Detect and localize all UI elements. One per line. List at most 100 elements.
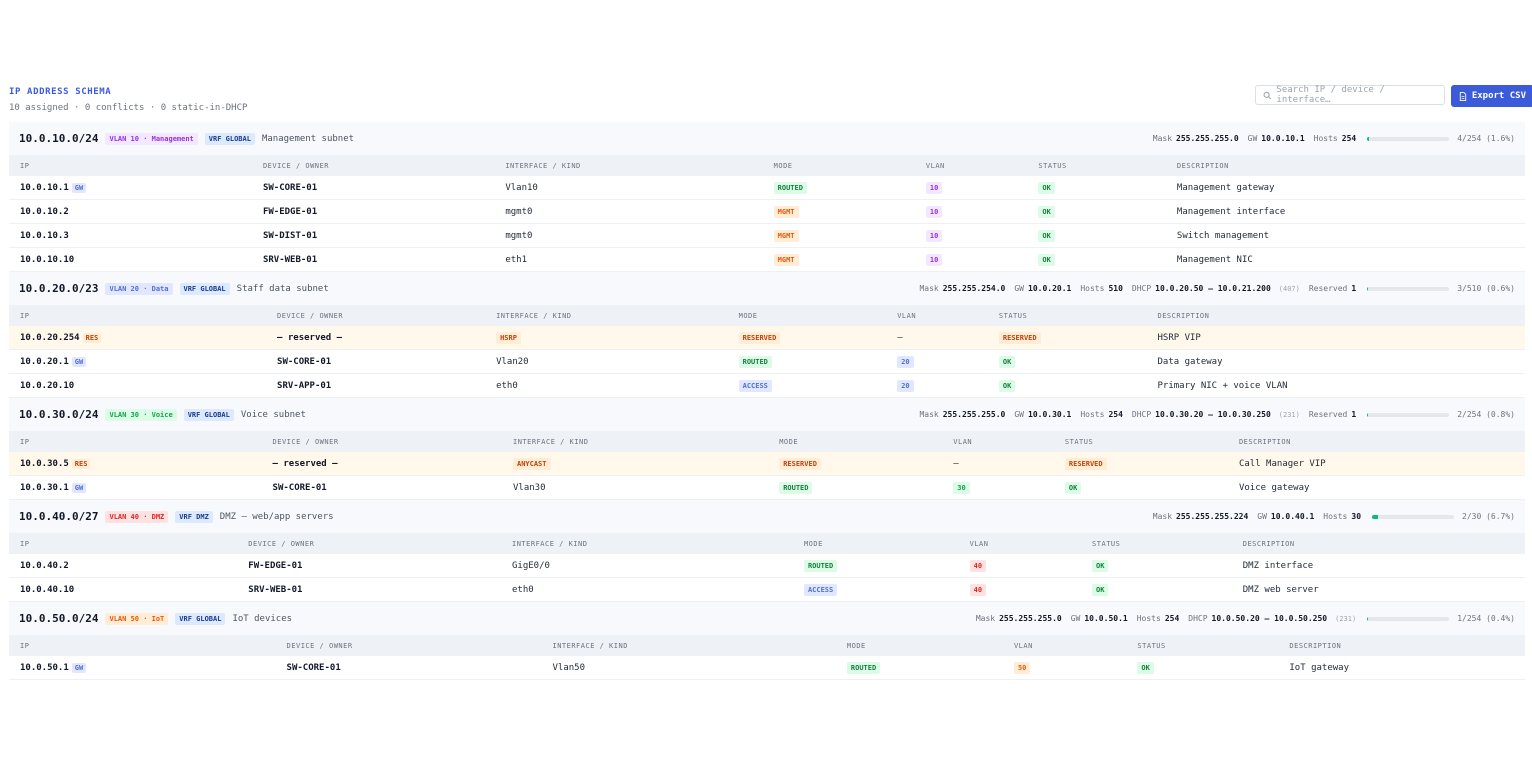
- mode-cell: ACCESS: [792, 577, 959, 602]
- dhcp-pool-size: (231): [1335, 614, 1357, 623]
- gateway-tag: GW: [71, 482, 87, 493]
- table-row[interactable]: 10.0.30.5 RES — reserved — ANYCAST RESERVED —…: [9, 452, 1525, 476]
- interface-cell: Vlan30: [501, 475, 769, 500]
- device-name: SW-CORE-01: [262, 182, 318, 193]
- vlan-cell: 50: [1002, 656, 1127, 680]
- table-row[interactable]: 10.0.40.2 FW-EDGE-01 GigE0/0 ROUTED 40 OK DMZ …: [9, 554, 1525, 578]
- vlan-badge: 20: [897, 379, 914, 392]
- page-title: IP ADDRESS SCHEMA: [9, 87, 112, 97]
- column-header: IP: [9, 533, 238, 554]
- column-header: VLAN: [1002, 635, 1127, 656]
- table-row[interactable]: 10.0.10.10 SRV-WEB-01 eth1 MGMT 10 OK Manageme…: [9, 247, 1525, 272]
- device-cell: SW-DIST-01: [251, 223, 495, 248]
- mask-label: Mask: [975, 614, 996, 623]
- table-row[interactable]: 10.0.10.3 SW-DIST-01 mgmt0 MGMT 10 OK Switch m…: [9, 223, 1525, 248]
- subnet-section: 10.0.40.0/27 VLAN 40 · DMZ VRF DMZ DMZ — we…: [9, 500, 1525, 602]
- device-cell: SW-CORE-01: [266, 349, 486, 374]
- subnet-header-left: 10.0.40.0/27 VLAN 40 · DMZ VRF DMZ DMZ — we…: [19, 510, 334, 523]
- vlan-cell: 10: [914, 176, 1028, 200]
- device-name: SW-CORE-01: [286, 662, 341, 673]
- device-cell: — reserved —: [261, 452, 502, 476]
- column-header: DESCRIPTION: [1278, 635, 1525, 656]
- ip-cell: 10.0.30.1 GW: [9, 475, 262, 500]
- status-badge: RESERVED: [1064, 457, 1107, 470]
- vlan-badge: 10: [925, 229, 943, 242]
- dhcp-pool-size: (231): [1278, 410, 1300, 419]
- subnet-meta: Mask 255.255.254.0 GW 10.0.20.1 Hosts 510 DHCP…: [919, 284, 1515, 293]
- column-header: INTERFACE / KIND: [541, 635, 836, 656]
- table-row[interactable]: 10.0.40.10 SRV-WEB-01 eth0 ACCESS 40 OK DMZ we…: [9, 577, 1525, 602]
- description-cell: DMZ interface: [1231, 554, 1525, 578]
- subnet-cidr: 10.0.50.0/24: [19, 612, 99, 625]
- column-header: VLAN: [958, 533, 1082, 554]
- usage-text: 2/30 (6.7%): [1462, 512, 1515, 521]
- hosts-value: 254: [1164, 614, 1180, 623]
- table-row[interactable]: 10.0.30.1 GW SW-CORE-01 Vlan30 ROUTED 30 OK Voi…: [9, 475, 1525, 500]
- status-badge: OK: [1092, 583, 1109, 596]
- reserved-value: 1: [1351, 410, 1357, 419]
- interface-cell: eth0: [485, 373, 728, 398]
- mask-value: 255.255.255.0: [1176, 134, 1239, 143]
- interface-cell: Vlan10: [494, 176, 763, 200]
- ip-schema-panel: IP ADDRESS SCHEMA 10 assigned · 0 confli…: [9, 85, 1532, 680]
- export-csv-button[interactable]: Export CSV: [1450, 85, 1532, 107]
- table-row[interactable]: 10.0.20.1 GW SW-CORE-01 Vlan20 ROUTED 20 OK Dat…: [9, 349, 1525, 374]
- gateway-value: 10.0.10.1: [1261, 134, 1305, 143]
- gateway-value: 10.0.20.1: [1028, 284, 1072, 293]
- vlan-cell: 10: [914, 223, 1028, 248]
- vrf-chip: VRF DMZ: [175, 510, 213, 523]
- vlan-cell: 40: [958, 577, 1082, 602]
- column-header: MODE: [835, 635, 1003, 656]
- mask-value: 255.255.255.224: [1176, 512, 1249, 521]
- search-input[interactable]: Search IP / device / interface…: [1254, 85, 1445, 105]
- status-cell: OK: [1027, 223, 1166, 248]
- column-header: IP: [9, 635, 276, 656]
- interface-name: GigE0/0: [512, 560, 550, 571]
- column-header: DEVICE / OWNER: [275, 635, 542, 656]
- usage-text: 1/254 (0.4%): [1457, 614, 1515, 623]
- column-header: DESCRIPTION: [1165, 155, 1525, 176]
- description-cell: IoT gateway: [1278, 656, 1525, 680]
- vlan-chip: VLAN 50 · IoT: [105, 612, 169, 625]
- vrf-chip: VRF GLOBAL: [179, 282, 230, 295]
- subnet-cidr: 10.0.20.0/23: [19, 282, 99, 295]
- device-cell: SRV-WEB-01: [251, 247, 495, 272]
- mode-badge: RESERVED: [738, 331, 781, 344]
- usage-bar: [1372, 514, 1455, 519]
- column-header: INTERFACE / KIND: [485, 305, 728, 326]
- vlan-badge: 10: [925, 205, 943, 218]
- table-row[interactable]: 10.0.10.1 GW SW-CORE-01 Vlan10 ROUTED 10 OK Man…: [9, 176, 1525, 200]
- mode-cell: RESERVED: [727, 326, 887, 350]
- gateway-tag: GW: [71, 182, 87, 193]
- column-header: VLAN: [886, 305, 988, 326]
- reserved-value: 1: [1351, 284, 1357, 293]
- column-header: DEVICE / OWNER: [261, 431, 502, 452]
- table-row[interactable]: 10.0.20.254 RES — reserved — HSRP RESERVED — R…: [9, 326, 1525, 350]
- device-cell: SW-CORE-01: [275, 656, 542, 680]
- table-row[interactable]: 10.0.50.1 GW SW-CORE-01 Vlan50 ROUTED 50 OK IoT…: [9, 656, 1525, 680]
- subnet-list: 10.0.10.0/24 VLAN 10 · Management VRF GLOB…: [9, 122, 1525, 680]
- subnet-header: 10.0.20.0/23 VLAN 20 · Data VRF GLOBAL Staf…: [9, 272, 1525, 305]
- ip-table: IP DEVICE / OWNER INTERFACE / KIND MODE VLAN…: [9, 305, 1525, 398]
- interface-cell: eth0: [501, 577, 793, 602]
- mode-cell: MGMT: [762, 199, 915, 224]
- status-cell: RESERVED: [1053, 452, 1228, 476]
- device-name: FW-EDGE-01: [262, 206, 318, 217]
- dhcp-range: 10.0.20.50 – 10.0.21.200: [1155, 284, 1271, 293]
- column-header: STATUS: [1081, 533, 1232, 554]
- mask-value: 255.255.255.0: [999, 614, 1062, 623]
- mode-cell: MGMT: [762, 247, 915, 272]
- ip-address: 10.0.20.254: [20, 332, 80, 343]
- table-row[interactable]: 10.0.20.10 SRV-APP-01 eth0 ACCESS 20 OK Primar…: [9, 373, 1525, 398]
- device-name: SRV-WEB-01: [262, 254, 318, 265]
- subnet-description: IoT devices: [232, 613, 293, 624]
- status-cell: OK: [1027, 247, 1166, 272]
- mode-badge: ACCESS: [738, 379, 772, 392]
- subnet-section: 10.0.50.0/24 VLAN 50 · IoT VRF GLOBAL IoT d…: [9, 602, 1525, 680]
- ip-cell: 10.0.10.1 GW: [9, 176, 252, 200]
- status-cell: RESERVED: [987, 326, 1147, 350]
- mode-cell: RESERVED: [768, 452, 943, 476]
- ip-cell: 10.0.20.254 RES: [9, 326, 267, 350]
- interface-name: Vlan50: [552, 662, 585, 673]
- table-row[interactable]: 10.0.10.2 FW-EDGE-01 mgmt0 MGMT 10 OK Manageme…: [9, 199, 1525, 224]
